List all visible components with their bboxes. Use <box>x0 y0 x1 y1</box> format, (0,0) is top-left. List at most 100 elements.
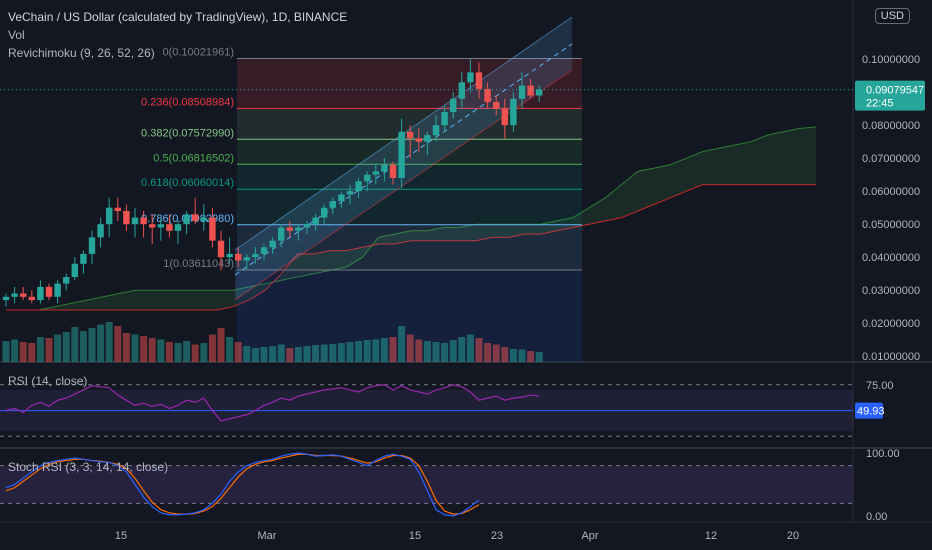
candle-body <box>518 85 526 99</box>
volume-bar <box>45 338 53 362</box>
candle-body <box>450 98 457 112</box>
chart-title: VeChain / US Dollar (calculated by Tradi… <box>8 10 348 24</box>
ichimoku-legend[interactable]: Revichimoku (9, 26, 52, 26) <box>8 46 155 60</box>
candle-body <box>295 227 302 231</box>
volume-bar <box>492 344 500 362</box>
candle-body <box>140 217 147 225</box>
candle-body <box>252 253 259 258</box>
candle-body <box>209 217 216 241</box>
price-tick-label: 0.03000000 <box>862 285 920 297</box>
candle-body <box>286 227 293 231</box>
stoch-legend[interactable]: Stoch RSI (3, 3, 14, 14, close) <box>8 460 169 474</box>
volume-bar <box>320 344 328 362</box>
volume-bar <box>79 331 87 362</box>
candle-body <box>80 253 87 264</box>
rsi-value-label: 49.93 <box>857 406 885 418</box>
current-price-tag <box>855 80 925 111</box>
volume-bar <box>509 349 517 362</box>
volume-bar <box>105 322 113 362</box>
volume-bar <box>432 342 440 362</box>
volume-bar <box>441 343 449 362</box>
candle-body <box>166 224 173 231</box>
candle-body <box>11 293 18 297</box>
current-price-label: 0.09079547 <box>866 85 924 97</box>
volume-bar <box>97 324 105 362</box>
fib-level-label: 0.618(0.06060014) <box>141 177 234 189</box>
candle-body <box>346 191 354 195</box>
candle-body <box>157 224 164 228</box>
volume-bar <box>71 327 79 362</box>
candle-body <box>217 240 225 258</box>
volume-bar <box>372 339 380 362</box>
time-tick-label: 12 <box>705 530 717 542</box>
candle-body <box>183 214 190 225</box>
fib-zone <box>237 224 582 271</box>
time-tick-label: 20 <box>787 530 799 542</box>
volume-bar <box>337 343 345 362</box>
volume-bar <box>380 338 388 362</box>
volume-bar <box>458 337 466 362</box>
candle-body <box>364 174 371 182</box>
volume-bar <box>217 328 225 362</box>
rsi-legend[interactable]: RSI (14, close) <box>8 374 88 388</box>
volume-bar <box>449 340 457 362</box>
candle-body <box>97 224 104 238</box>
price-tick-label: 0.02000000 <box>862 318 920 330</box>
volume-bar <box>19 342 27 362</box>
candle-body <box>88 237 96 254</box>
candle-body <box>415 138 422 142</box>
volume-bar <box>355 341 363 362</box>
candle-body <box>329 201 336 208</box>
fib-zone <box>237 139 582 165</box>
volume-bar <box>243 346 251 362</box>
price-tick-label: 0.08000000 <box>862 120 920 132</box>
price-tick-label: 0.06000000 <box>862 186 920 198</box>
volume-bar <box>260 347 268 362</box>
candle-body <box>441 112 448 126</box>
candle-body <box>493 102 500 109</box>
candle-body <box>432 125 440 136</box>
volume-bar <box>140 336 148 362</box>
rsi-value-tag <box>855 402 883 419</box>
ichimoku-lead-b-line <box>6 184 816 311</box>
volume-bar <box>415 339 423 362</box>
volume-bar <box>36 337 44 362</box>
candle-body <box>381 164 388 172</box>
volume-bar <box>501 347 509 362</box>
fib-level-label: 1(0.03611043) <box>163 258 234 270</box>
candle-body <box>174 224 182 231</box>
candle-body <box>398 131 405 178</box>
fib-zone <box>237 164 582 190</box>
volume-bar <box>165 342 173 362</box>
candle-body <box>484 88 491 103</box>
volume-bar <box>389 337 397 362</box>
volume-bar <box>62 332 70 362</box>
volume-bar <box>346 342 354 362</box>
price-tick-label: 0.05000000 <box>862 219 920 231</box>
candle-body <box>2 296 10 301</box>
stoch-band <box>0 465 853 504</box>
volume-bar <box>131 334 139 362</box>
volume-bar <box>535 352 543 362</box>
candle-body <box>28 296 35 301</box>
volume-bar <box>208 334 216 362</box>
candle-body <box>200 217 207 221</box>
candle-body <box>20 293 27 297</box>
candle-body <box>355 181 362 192</box>
currency-button[interactable]: USD <box>874 8 910 24</box>
volume-bar <box>406 334 414 362</box>
volume-bar <box>527 351 535 362</box>
time-tick-label: 15 <box>115 530 127 542</box>
fib-level-label: 0.236(0.08508984) <box>141 96 234 108</box>
vol-legend[interactable]: Vol <box>8 28 25 42</box>
volume-bar <box>2 341 10 362</box>
time-tick-label: Mar <box>258 530 277 542</box>
candle-body <box>63 277 70 284</box>
fib-zone <box>237 189 582 225</box>
rsi-line <box>5 384 540 422</box>
time-tick-label: Apr <box>581 530 598 542</box>
volume-bar <box>329 344 337 362</box>
volume-bar <box>11 339 19 362</box>
candle-body <box>269 240 276 248</box>
